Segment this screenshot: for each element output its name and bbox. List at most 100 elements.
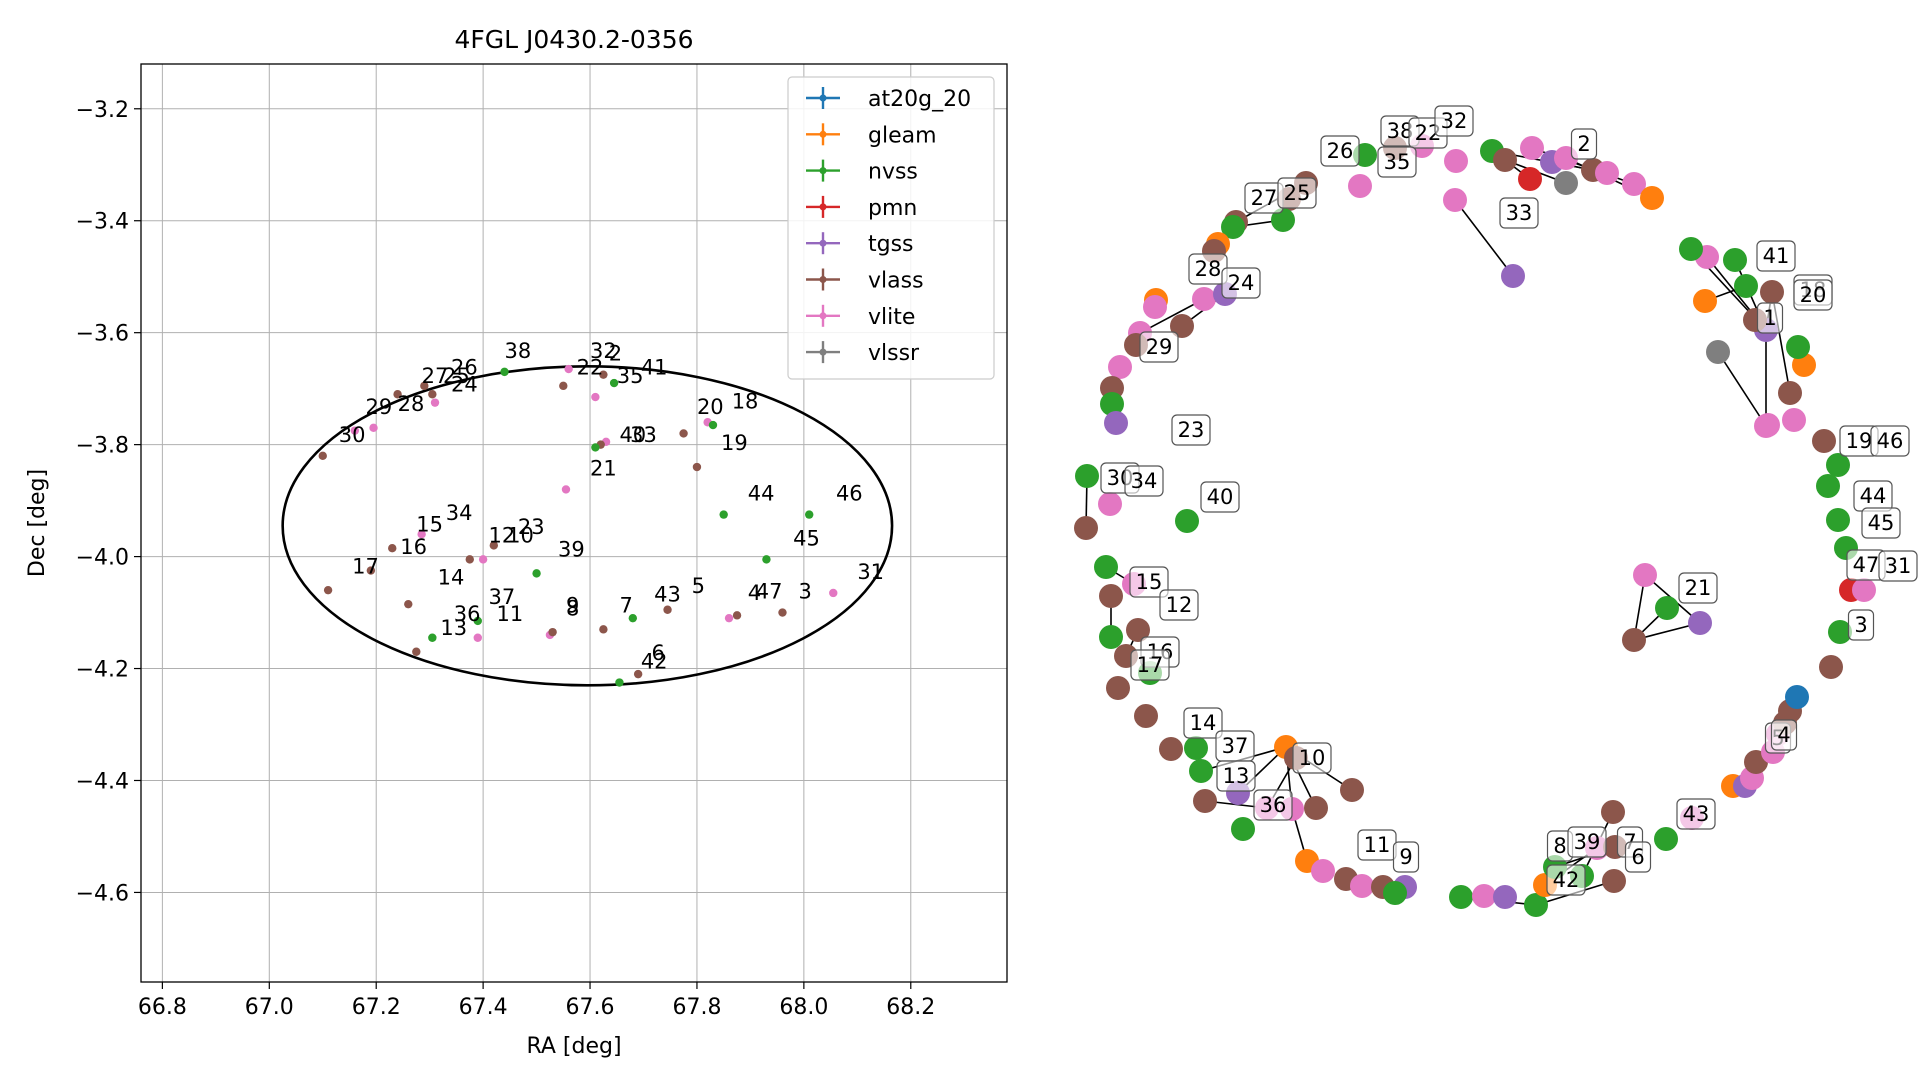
y-tick-label: −3.6: [76, 322, 129, 347]
source-point: [430, 398, 440, 407]
graph-node-label: 13: [1216, 760, 1256, 792]
graph-label-box: [1124, 465, 1164, 497]
source-label: 39: [558, 538, 585, 562]
legend-marker-dot: [819, 239, 827, 247]
graph-label-text: 43: [1683, 802, 1710, 826]
graph-label-text: 8: [1553, 834, 1566, 858]
graph-node-label: 34: [1124, 465, 1164, 497]
graph-node: [1193, 789, 1217, 813]
source-point: [609, 378, 619, 388]
graph-node-label: 3: [1847, 609, 1875, 641]
source-point: [628, 613, 638, 623]
graph-node-label: 28: [1188, 253, 1228, 285]
graph-node-label: 21: [1678, 572, 1718, 604]
source-label: 16: [400, 535, 427, 559]
source-point: [679, 429, 688, 438]
graph-label-text: 13: [1223, 764, 1250, 788]
source-point: [599, 625, 608, 634]
graph-node-label: 14: [1183, 707, 1223, 739]
graph-label-box: [1567, 826, 1607, 858]
legend-marker-dot: [819, 276, 827, 283]
graph-node-label: 39: [1567, 826, 1607, 858]
legend-entry: gleam: [806, 123, 937, 148]
graph-label-box: [1499, 197, 1539, 229]
legend-label: vlass: [868, 269, 924, 294]
graph-node-label: 2: [1570, 128, 1598, 160]
x-tick-label: 67.8: [672, 995, 721, 1020]
graph-node: [1098, 492, 1122, 516]
source-label: 12: [488, 524, 515, 548]
source-label: 29: [366, 395, 393, 419]
source-label: 42: [641, 650, 668, 674]
graph-label-text: 47: [1853, 553, 1880, 577]
legend-marker-dot: [819, 348, 827, 356]
y-tick-label: −4.6: [76, 881, 129, 906]
graph-node: [1524, 893, 1548, 917]
source-label: 32: [590, 339, 617, 363]
graph-node-label: 36: [1253, 789, 1293, 821]
graph-label-box: [1678, 572, 1718, 604]
graph-label-text: 14: [1190, 711, 1217, 735]
source-point: [318, 451, 327, 461]
source-label: 19: [721, 431, 748, 455]
source-point: [633, 669, 643, 679]
graph-node: [1106, 676, 1130, 700]
source-label: 44: [748, 482, 775, 506]
graph-label-text: 45: [1868, 511, 1895, 535]
graph-node: [1734, 274, 1758, 298]
graph-label-text: 40: [1207, 485, 1234, 509]
source-point: [805, 510, 814, 519]
graph-label-text: 10: [1299, 746, 1326, 770]
source-points: [318, 364, 838, 687]
y-axis-title: Dec [deg]: [25, 469, 50, 577]
source-point: [412, 647, 421, 656]
graph-label-box: [1770, 719, 1798, 751]
legend-marker-dot: [819, 130, 827, 138]
legend-label: tgss: [868, 232, 914, 257]
graph-node-label: 22: [1408, 117, 1448, 149]
graph-label-box: [1570, 128, 1598, 160]
graph-node: [1108, 355, 1132, 379]
graph-node: [1501, 264, 1525, 288]
source-point: [473, 616, 482, 626]
source-point: [428, 633, 437, 642]
source-point: [564, 364, 573, 374]
graph-node: [1099, 584, 1123, 608]
graph-label-text: 24: [1228, 271, 1255, 295]
source-label: 46: [836, 482, 863, 506]
graph-node: [1189, 759, 1213, 783]
graph-node: [1340, 778, 1364, 802]
graph-node: [1134, 704, 1158, 728]
graph-node: [1816, 474, 1840, 498]
source-point: [465, 555, 474, 564]
source-label: 5: [692, 574, 705, 598]
legend-entry: vlssr: [806, 341, 920, 366]
graph-node-label: 17: [1130, 649, 1170, 681]
graph-node: [1622, 628, 1646, 652]
graph-node-label: 32: [1434, 105, 1474, 137]
graph-node: [1655, 596, 1679, 620]
graph-label-box: [1676, 798, 1716, 830]
graph-label-box: [1434, 105, 1474, 137]
source-point: [323, 585, 333, 595]
graph-label-text: 3: [1854, 613, 1867, 637]
chart-title: 4FGL J0430.2-0356: [454, 25, 693, 54]
source-label: 45: [793, 526, 820, 550]
graph-label-text: 39: [1574, 830, 1601, 854]
graph-label-box: [1277, 177, 1317, 209]
graph-node: [1444, 149, 1468, 173]
source-label: 7: [619, 594, 632, 618]
graph-label-box: [1221, 267, 1261, 299]
graph-node: [1828, 620, 1852, 644]
graph-label-box: [1253, 789, 1293, 821]
graph-label-text: 17: [1137, 653, 1164, 677]
source-point: [732, 611, 742, 620]
graph-node: [1075, 464, 1099, 488]
graph-label-text: 4: [1777, 723, 1790, 747]
x-tick-label: 67.4: [459, 995, 508, 1020]
x-tick-label: 67.0: [245, 995, 294, 1020]
graph-node: [1785, 685, 1809, 709]
graph-node: [1723, 248, 1747, 272]
graph-node: [1812, 429, 1836, 453]
graph-label-text: 1: [1763, 306, 1776, 330]
